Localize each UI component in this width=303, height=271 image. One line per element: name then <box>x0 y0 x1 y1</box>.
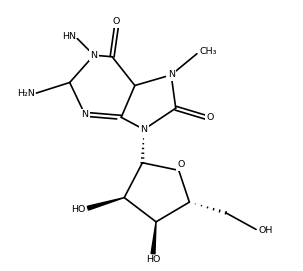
Text: O: O <box>178 160 185 169</box>
Text: H₂N: H₂N <box>17 89 35 98</box>
Text: HO: HO <box>146 254 160 264</box>
Text: OH: OH <box>258 227 273 235</box>
Text: N: N <box>90 51 98 60</box>
Text: O: O <box>113 17 120 26</box>
Text: CH₃: CH₃ <box>199 47 217 56</box>
Text: N: N <box>140 125 148 134</box>
Text: HN: HN <box>62 32 76 41</box>
Text: O: O <box>207 113 214 122</box>
Polygon shape <box>151 222 156 254</box>
Text: N: N <box>168 70 175 79</box>
Text: N: N <box>81 110 88 120</box>
Polygon shape <box>87 198 124 210</box>
Text: HO: HO <box>71 205 85 214</box>
